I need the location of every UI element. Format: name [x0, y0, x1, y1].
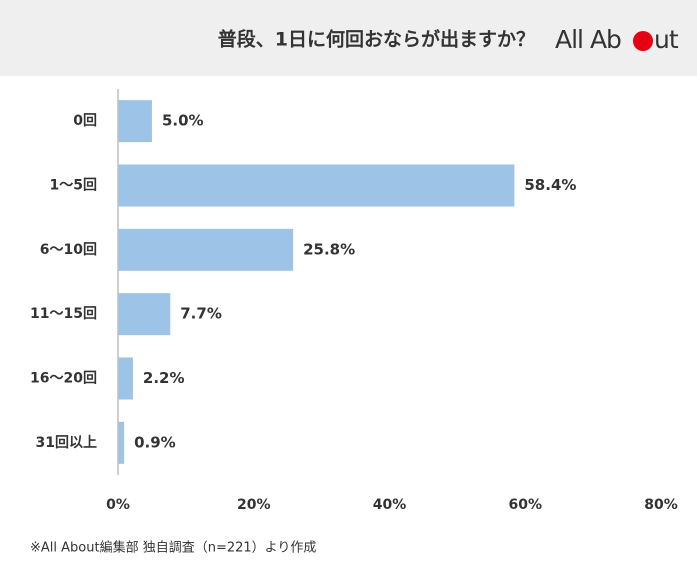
x-tick-label: 80% [644, 497, 678, 513]
bar [118, 421, 125, 464]
x-tick-label: 0% [106, 497, 130, 513]
logo-right: ut [654, 25, 679, 54]
value-label: 58.4% [524, 176, 576, 194]
bar [118, 293, 171, 336]
logo-left: All Ab [555, 25, 621, 54]
value-label: 25.8% [303, 240, 355, 258]
bar [118, 164, 515, 207]
x-tick-label: 60% [508, 497, 542, 513]
bar [118, 100, 152, 143]
x-tick-label: 40% [373, 497, 407, 513]
bar [118, 357, 133, 400]
value-label: 7.7% [180, 305, 222, 323]
chart-title: 普段、1日に何回おならが出ますか？ [218, 28, 535, 51]
y-tick-label: 16〜20回 [30, 371, 97, 387]
header-band [0, 0, 697, 76]
y-tick-label: 1〜5回 [50, 178, 97, 194]
value-label: 2.2% [143, 369, 185, 387]
y-tick-label: 31回以上 [36, 435, 97, 451]
bar [118, 228, 294, 271]
y-tick-label: 0回 [73, 113, 97, 129]
x-tick-label: 20% [237, 497, 271, 513]
note: ※All About編集部 独自調査（n=221）より作成 [30, 540, 316, 556]
y-tick-label: 6〜10回 [40, 242, 97, 258]
value-label: 0.9% [134, 433, 176, 451]
value-label: 5.0% [162, 112, 204, 130]
y-tick-label: 11〜15回 [30, 306, 97, 322]
logo-dot [633, 31, 653, 51]
